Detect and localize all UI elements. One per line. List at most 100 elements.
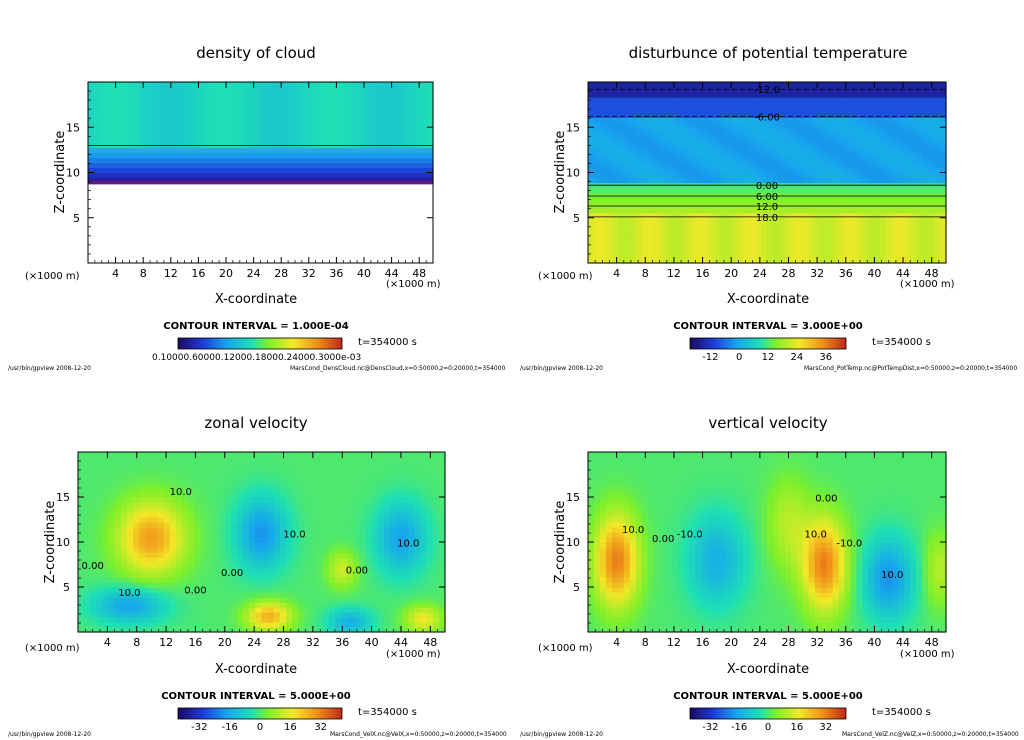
field-cell — [641, 137, 649, 143]
field-cell — [808, 87, 816, 93]
field-cell — [175, 627, 183, 633]
field-cell — [335, 87, 342, 93]
field-cell — [689, 97, 696, 103]
x-axis-label: X-coordinate — [727, 292, 809, 307]
field-cell — [84, 537, 91, 543]
field-cell — [255, 552, 263, 558]
field-cell — [856, 237, 864, 244]
field-cell — [862, 167, 870, 174]
field-cell — [180, 102, 187, 108]
field-cell — [886, 122, 893, 128]
field-cell — [719, 152, 726, 159]
field-cell — [255, 547, 263, 553]
field-cell — [88, 82, 95, 88]
field-cell — [139, 507, 146, 513]
field-cell — [755, 137, 762, 143]
field-cell — [194, 552, 201, 558]
x-tick-label: 12 — [667, 267, 681, 280]
field-cell — [90, 547, 97, 553]
field-cell — [820, 197, 828, 204]
field-cell — [84, 562, 91, 568]
field-cell — [796, 187, 804, 194]
field-cell — [838, 257, 846, 264]
field-cell — [364, 132, 371, 138]
field-cell — [145, 122, 152, 128]
field-cell — [304, 532, 312, 538]
field-cell — [713, 197, 720, 204]
field-cell — [218, 517, 226, 523]
field-cell — [796, 247, 804, 254]
field-cell — [415, 127, 423, 133]
field-cell — [230, 537, 238, 543]
field-cell — [820, 227, 828, 234]
field-cell — [916, 142, 923, 148]
field-cell — [169, 477, 177, 483]
field-cell — [832, 227, 840, 234]
field-cell — [126, 492, 134, 498]
field-cell — [208, 147, 216, 153]
field-cell — [181, 582, 189, 588]
field-cell — [224, 582, 232, 588]
field-cell — [611, 202, 619, 209]
field-cell — [375, 157, 382, 164]
field-cell — [312, 137, 319, 143]
field-cell — [369, 172, 377, 179]
field-cell — [102, 502, 110, 508]
field-cell — [743, 187, 750, 194]
field-cell — [188, 552, 195, 558]
field-cell — [139, 532, 146, 538]
field-cell — [599, 202, 607, 209]
panel-potential-temperature: disturbunce of potential temperature -12… — [520, 44, 1017, 372]
field-cell — [593, 202, 601, 209]
field-cell — [157, 97, 164, 103]
field-cell — [588, 92, 595, 98]
field-cell — [168, 82, 175, 88]
field-cell — [126, 622, 134, 628]
field-cell — [898, 202, 905, 209]
field-cell — [237, 122, 244, 128]
field-cell — [392, 162, 400, 169]
field-cell — [116, 87, 124, 93]
field-cell — [755, 157, 762, 164]
field-cell — [653, 242, 661, 249]
field-cell — [180, 117, 187, 123]
field-cell — [772, 247, 780, 254]
field-cell — [99, 172, 106, 179]
field-cell — [352, 157, 359, 164]
field-cell — [249, 512, 256, 518]
field-cell — [874, 222, 881, 229]
field-cell — [277, 107, 285, 113]
field-cell — [237, 117, 244, 123]
field-cell — [375, 162, 382, 169]
field-cell — [194, 502, 201, 508]
field-cell — [116, 167, 124, 174]
field-cell — [934, 237, 941, 244]
field-cell — [689, 237, 696, 244]
field-cell — [707, 187, 714, 194]
field-cell — [175, 567, 183, 573]
field-cell — [802, 122, 810, 128]
field-cell — [588, 172, 595, 179]
field-cell — [928, 112, 935, 118]
field-cell — [272, 147, 279, 153]
field-cell — [300, 82, 308, 88]
field-cell — [689, 162, 696, 169]
field-cell — [218, 607, 226, 613]
field-cell — [163, 492, 171, 498]
field-cell — [329, 82, 336, 88]
field-cell — [814, 232, 822, 239]
field-cell — [163, 497, 171, 503]
field-cell — [289, 172, 296, 179]
field-cell — [375, 87, 382, 93]
field-cell — [850, 172, 858, 179]
field-cell — [84, 597, 91, 603]
field-cell — [96, 512, 104, 518]
field-cell — [145, 617, 152, 623]
field-cell — [802, 167, 810, 174]
field-cell — [203, 132, 210, 138]
field-cell — [647, 132, 655, 138]
field-cell — [629, 247, 637, 254]
field-cell — [719, 112, 726, 118]
field-cell — [743, 192, 750, 199]
field-cell — [122, 112, 129, 118]
